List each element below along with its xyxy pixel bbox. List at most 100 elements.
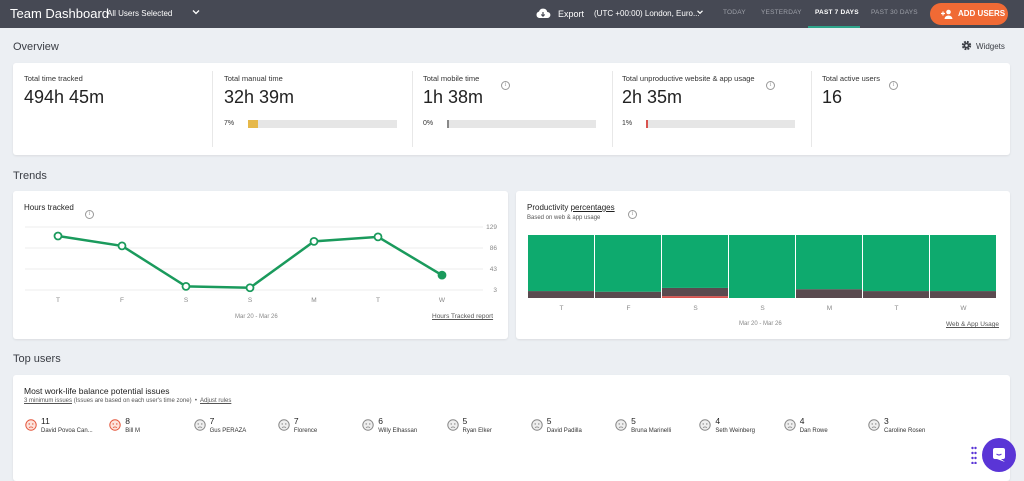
divider xyxy=(811,71,812,147)
chat-button[interactable] xyxy=(982,438,1016,472)
data-point[interactable] xyxy=(309,237,319,246)
issue-count: 7 xyxy=(293,416,299,426)
divider xyxy=(212,71,213,147)
hours-tracked-report-link[interactable]: Hours Tracked report xyxy=(432,313,494,320)
stat-percent: 0% xyxy=(423,120,434,127)
stat-percent: 1% xyxy=(622,120,633,127)
bar-segment[interactable] xyxy=(662,235,728,288)
range-today[interactable]: TODAY xyxy=(723,9,746,16)
divider xyxy=(412,71,413,147)
hours-tracked-title: Hours tracked xyxy=(24,203,74,212)
user-name: Gus PERAZA xyxy=(209,428,247,434)
timezone-select[interactable]: (UTC +00:00) London, Euro... xyxy=(594,9,700,18)
bar-segment[interactable] xyxy=(662,296,728,298)
data-point[interactable] xyxy=(181,282,191,291)
bar-segment[interactable] xyxy=(796,289,862,298)
issue-count: 5 xyxy=(631,416,636,426)
frown-face-icon xyxy=(25,419,37,431)
user-name: Ryan Elker xyxy=(462,428,492,434)
data-point[interactable] xyxy=(437,270,447,280)
issue-count: 6 xyxy=(378,416,383,426)
top-bar: Team Dashboard All Users Selected Export… xyxy=(0,0,1024,28)
user-name: Dan Rowe xyxy=(799,428,828,434)
bar-segment[interactable] xyxy=(729,235,795,298)
user-name: Bruna Marinelli xyxy=(631,428,672,434)
user-name: David Povoa Can... xyxy=(41,428,93,434)
chevron-down-icon[interactable] xyxy=(695,7,705,17)
overview-heading: Overview xyxy=(13,41,59,53)
user-name: Florence xyxy=(293,428,318,434)
x-tick-label: F xyxy=(120,297,124,304)
productivity-title: Productivity percentages xyxy=(527,203,615,212)
stat-value: 32h 39m xyxy=(224,87,295,107)
add-users-button[interactable]: ADD USERS xyxy=(930,3,1008,25)
info-icon[interactable]: i xyxy=(501,73,510,91)
stat-label: Total manual time xyxy=(224,74,283,83)
issue-count: 5 xyxy=(546,416,552,426)
issue-count: 4 xyxy=(715,416,721,426)
data-point[interactable] xyxy=(245,283,255,293)
x-tick-label: F xyxy=(627,305,631,312)
y-tick-label: 129 xyxy=(486,224,497,231)
web-app-usage-link[interactable]: Web & App Usage xyxy=(946,321,999,328)
percentages-link[interactable]: percentages xyxy=(570,203,615,212)
progress-fill xyxy=(646,120,648,128)
overview-card: Total time tracked 494h 45m Total manual… xyxy=(13,63,1010,155)
info-icon[interactable]: i xyxy=(889,73,898,91)
bar-segment[interactable] xyxy=(595,235,661,292)
stat-label: Total unproductive website & app usage xyxy=(622,74,755,83)
range-past-7-days[interactable]: PAST 7 DAYS xyxy=(815,9,859,16)
data-point[interactable] xyxy=(373,232,383,242)
info-icon[interactable]: i xyxy=(766,73,775,91)
adjust-rules-link[interactable]: Adjust rules xyxy=(200,398,232,404)
bar-segment[interactable] xyxy=(930,235,996,292)
min-issues-link[interactable]: 3 minimum issues xyxy=(24,398,73,404)
trends-heading: Trends xyxy=(13,170,47,182)
bar-segment[interactable] xyxy=(595,291,661,298)
bar-segment[interactable] xyxy=(863,291,929,298)
stat-active-users: Total active users i 16 xyxy=(811,63,1010,155)
issues-note: 3 minimum issues (Issues are based on ea… xyxy=(24,398,232,404)
progress-fill xyxy=(248,120,259,128)
bar-segment[interactable] xyxy=(930,291,996,298)
top-users-card: Most work-life balance potential issues … xyxy=(13,375,1010,481)
bar-segment[interactable] xyxy=(863,235,929,292)
frown-face-icon xyxy=(193,419,206,431)
export-button[interactable]: Export xyxy=(558,9,585,19)
app-title: Team Dashboard xyxy=(10,6,109,21)
cloud-download-icon[interactable] xyxy=(535,7,551,20)
bar-segment[interactable] xyxy=(528,291,594,298)
issue-count: 7 xyxy=(209,416,215,426)
hours-line-chart: 129 86 43 3 T F S S M T W xyxy=(25,224,497,304)
series-line xyxy=(57,234,443,290)
divider xyxy=(612,71,613,147)
user-name: Bill M xyxy=(125,428,140,434)
add-user-icon xyxy=(941,9,953,19)
stat-label: Total active users xyxy=(822,74,880,83)
add-users-label: ADD USERS xyxy=(958,9,1006,18)
range-past-30-days[interactable]: PAST 30 DAYS xyxy=(871,9,918,16)
data-point[interactable] xyxy=(53,231,63,241)
data-point[interactable] xyxy=(117,241,127,251)
chevron-down-icon[interactable] xyxy=(190,6,202,18)
bar-segment[interactable] xyxy=(528,235,594,292)
info-icon[interactable]: i xyxy=(85,202,94,220)
frown-face-icon xyxy=(531,419,543,431)
bar-segment[interactable] xyxy=(662,287,728,297)
stat-value: 16 xyxy=(822,87,843,107)
progress-bar xyxy=(646,120,795,128)
stat-unproductive-usage: Total unproductive website & app usage i… xyxy=(611,63,811,155)
user-name: David Padilla xyxy=(546,428,582,434)
info-icon[interactable]: i xyxy=(628,202,637,220)
drag-handle-icon[interactable] xyxy=(971,446,977,464)
stat-value: 494h 45m xyxy=(24,87,105,107)
frown-face-icon xyxy=(446,419,459,431)
users-filter-select[interactable]: All Users Selected xyxy=(107,9,173,18)
x-tick-label: M xyxy=(827,305,832,312)
range-yesterday[interactable]: YESTERDAY xyxy=(761,9,802,16)
bar-segment[interactable] xyxy=(796,235,862,290)
frown-face-icon xyxy=(868,419,880,431)
gear-icon xyxy=(961,40,972,51)
work-life-balance-title: Most work-life balance potential issues xyxy=(24,386,170,396)
